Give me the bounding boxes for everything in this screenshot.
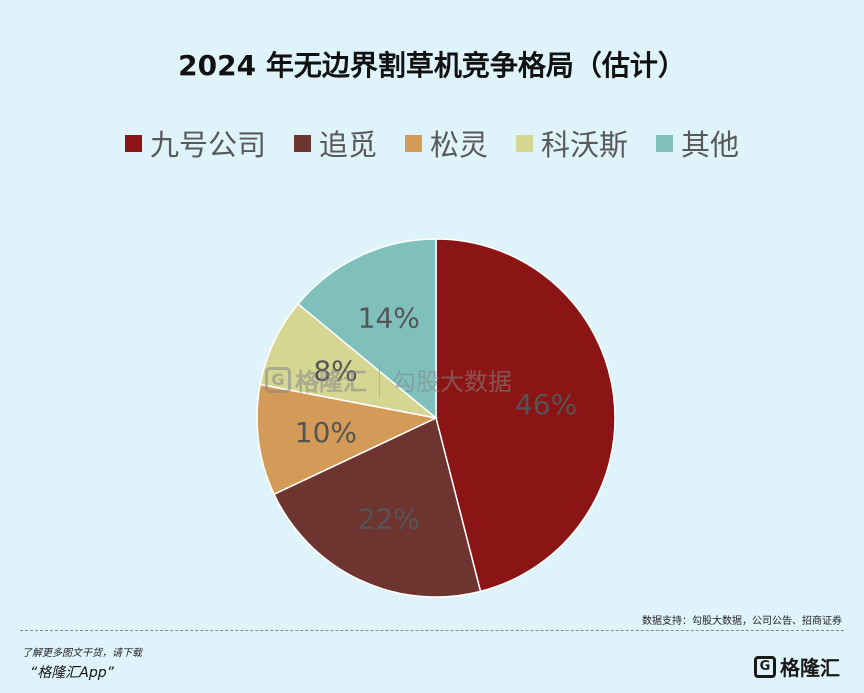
slice-label: 46% — [515, 388, 577, 421]
slice-label: 10% — [295, 416, 357, 449]
legend-label: 九号公司 — [149, 128, 266, 162]
divider — [20, 630, 844, 631]
slice-others — [297, 238, 437, 420]
legend-swatch — [656, 134, 674, 152]
legend-label: 其他 — [681, 128, 740, 162]
g-logo-icon: G — [265, 366, 291, 393]
g-logo-icon: G — [754, 655, 776, 678]
legend-item-ecovacs: 科沃斯 — [516, 122, 628, 164]
legend-label: 松灵 — [429, 128, 488, 162]
legend-item-songling: 松灵 — [404, 122, 488, 164]
legend-swatch — [124, 134, 142, 152]
slice-ninebot — [435, 238, 616, 593]
footer-app: “格隆汇App” — [30, 665, 114, 681]
chart-title: 2024 年无边界割草机竞争格局（估计） — [178, 49, 686, 82]
legend-label: 科沃斯 — [541, 128, 629, 162]
legend-item-ninebot: 九号公司 — [124, 122, 266, 164]
watermark-separator — [379, 362, 380, 397]
legend-swatch — [293, 134, 311, 152]
watermark-source: 勾股大数据 — [392, 368, 512, 396]
legend: 九号公司 追觅 松灵 科沃斯 其他 — [0, 122, 864, 164]
watermark: G 格隆汇 勾股大数据 — [265, 362, 512, 397]
legend-swatch — [404, 134, 422, 152]
slice-label: 14% — [358, 302, 420, 335]
brand-text: 格隆汇 — [780, 656, 840, 680]
legend-swatch — [516, 134, 533, 152]
source-note: 数据支持：勾股大数据，公司公告、招商证券 — [642, 616, 842, 627]
legend-item-dreame: 追觅 — [293, 122, 377, 164]
slice-dreame — [273, 416, 482, 598]
slice-label: 8% — [313, 355, 357, 388]
footer-note: 了解更多图文干货，请下载 — [22, 648, 142, 659]
watermark-logo-text: 格隆汇 — [295, 368, 367, 396]
brand-logo: G 格隆汇 — [754, 652, 840, 681]
slice-songling — [256, 383, 439, 496]
legend-item-others: 其他 — [656, 122, 739, 164]
slice-label: 22% — [358, 502, 420, 535]
watermark-logo: G 格隆汇 — [265, 362, 367, 397]
slice-ecovacs — [259, 302, 437, 419]
legend-label: 追觅 — [318, 128, 377, 162]
